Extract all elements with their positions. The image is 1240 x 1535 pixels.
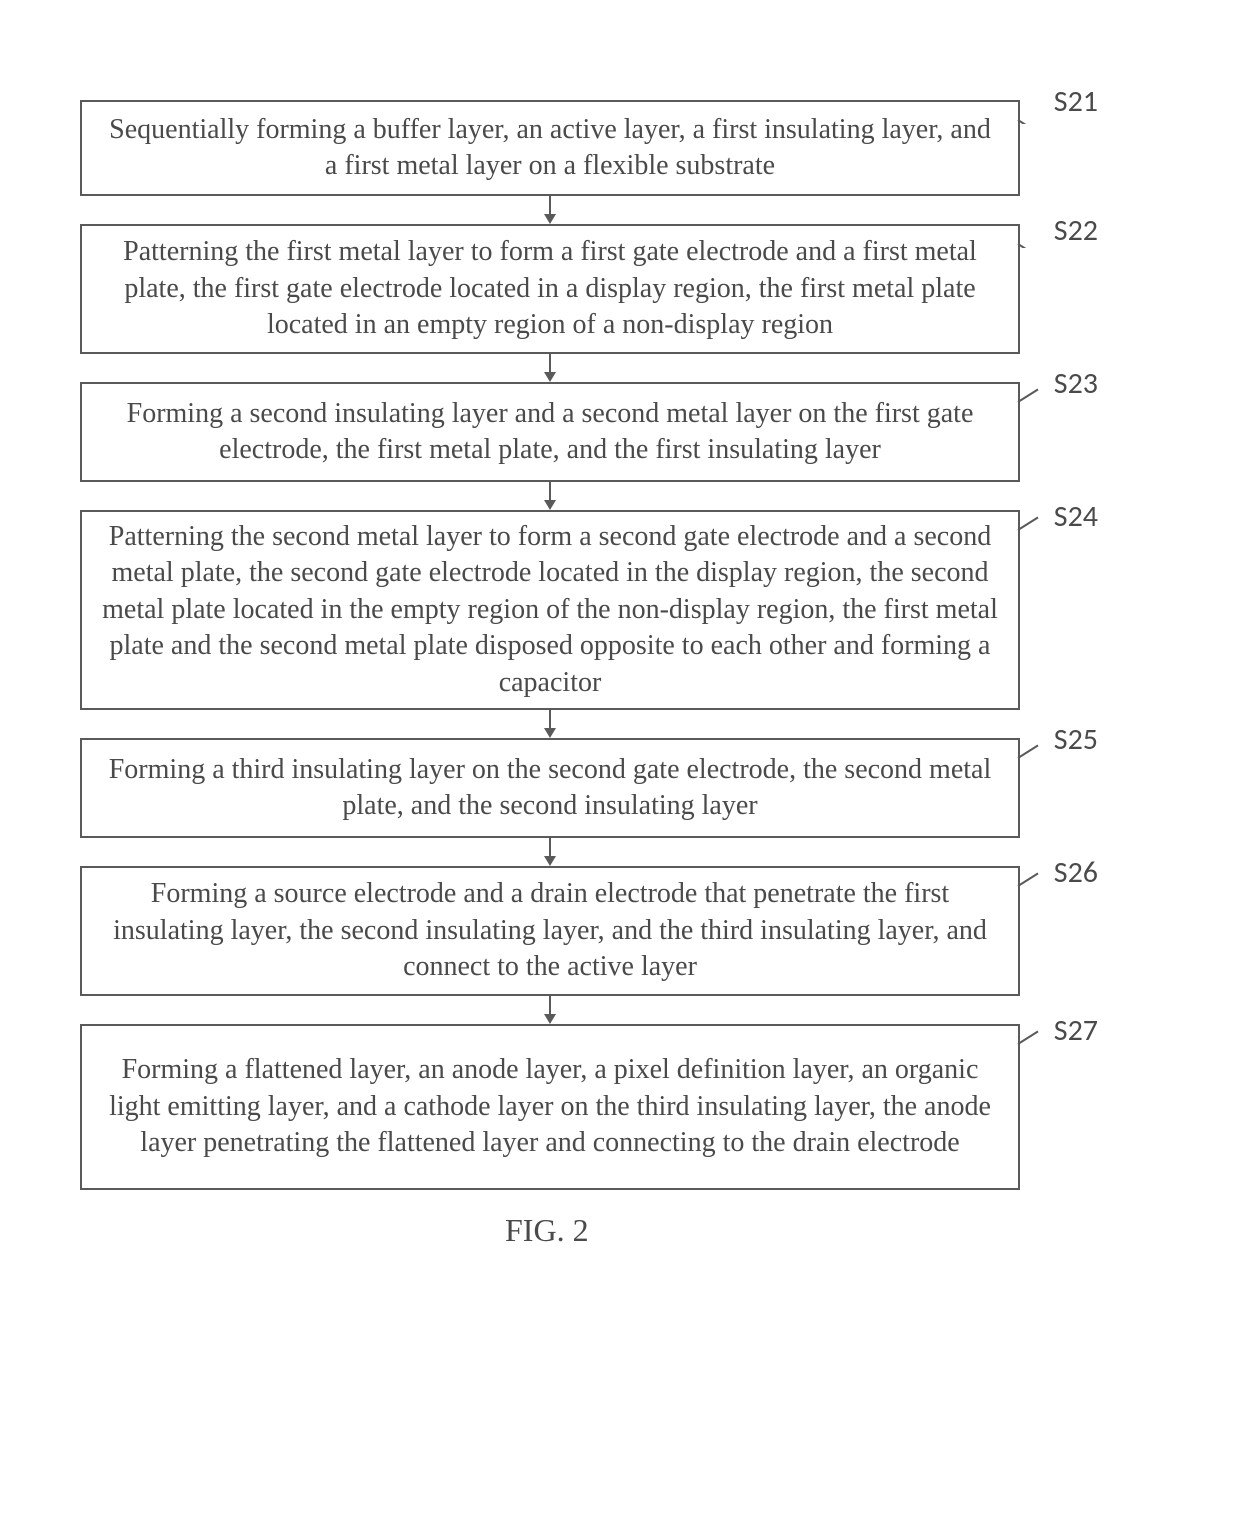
flowchart-step: Forming a source electrode and a drain e… (80, 866, 1020, 996)
step-label: S24 (1054, 497, 1098, 536)
leader-line-icon (1016, 220, 1044, 248)
step-label: S27 (1054, 1011, 1098, 1050)
arrow-down-icon (80, 482, 1020, 510)
leader-line-icon (1016, 734, 1044, 762)
leader-line-icon (1016, 378, 1044, 406)
flowchart-step: Forming a second insulating layer and a … (80, 382, 1020, 482)
step-label: S26 (1054, 853, 1098, 892)
arrow-down-icon (80, 354, 1020, 382)
step-label: S22 (1054, 211, 1098, 250)
step-label: S21 (1054, 82, 1098, 121)
step-text: Patterning the first metal layer to form… (102, 234, 998, 343)
leader-line-icon (1016, 1020, 1044, 1048)
step-label: S23 (1054, 364, 1098, 403)
flowchart-step: Sequentially forming a buffer layer, an … (80, 100, 1020, 196)
step-text: Forming a flattened layer, an anode laye… (102, 1052, 998, 1161)
flowchart-step: Forming a third insulating layer on the … (80, 738, 1020, 838)
arrow-down-icon (80, 196, 1020, 224)
flowchart-step: Forming a flattened layer, an anode laye… (80, 1024, 1020, 1190)
arrow-down-icon (80, 996, 1020, 1024)
leader-line-icon (1016, 862, 1044, 890)
step-text: Forming a third insulating layer on the … (102, 752, 998, 825)
leader-line-icon (1016, 96, 1044, 124)
step-text: Forming a second insulating layer and a … (102, 396, 998, 469)
flowchart-container: Sequentially forming a buffer layer, an … (80, 100, 1080, 1190)
step-label: S25 (1054, 720, 1098, 759)
step-text: Patterning the second metal layer to for… (102, 519, 998, 701)
flowchart-step: Patterning the second metal layer to for… (80, 510, 1020, 710)
step-text: Sequentially forming a buffer layer, an … (102, 112, 998, 185)
step-text: Forming a source electrode and a drain e… (102, 876, 998, 985)
arrow-down-icon (80, 710, 1020, 738)
figure-label: FIG. 2 (505, 1212, 589, 1249)
flowchart-step: Patterning the first metal layer to form… (80, 224, 1020, 354)
arrow-down-icon (80, 838, 1020, 866)
leader-line-icon (1016, 506, 1044, 534)
